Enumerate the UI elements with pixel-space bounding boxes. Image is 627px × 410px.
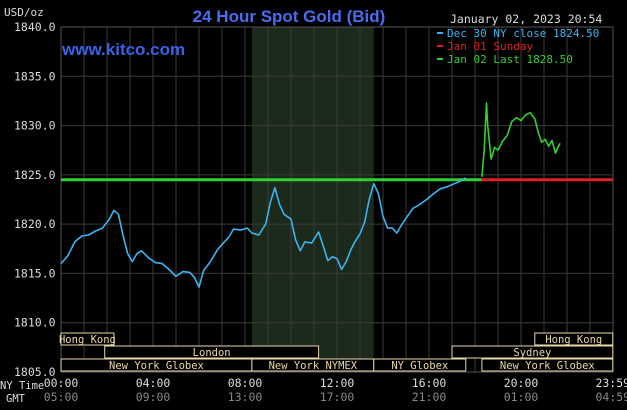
chart-title: 24 Hour Spot Gold (Bid)	[193, 7, 386, 26]
x-axis-ticks: 00:00 04:00 08:00 12:00 16:00 20:00 23:59 05:00…	[44, 376, 627, 404]
x-tick-label-ny: 23:59	[595, 376, 627, 390]
session-label: Hong Kong	[545, 334, 602, 346]
y-tick-label: 1810.0	[14, 316, 56, 330]
session-box	[104, 345, 320, 359]
y-tick-label: 1835.0	[14, 69, 56, 83]
y-tick-label: 1830.0	[14, 119, 56, 133]
x-tick-label-gmt: 04:59	[595, 390, 627, 404]
session-box	[60, 332, 115, 346]
x-tick-label-ny: 20:00	[504, 376, 539, 390]
legend-item: Dec 30 NY close 1824.50	[447, 27, 599, 40]
x-tick-label-gmt: 13:00	[228, 390, 263, 404]
session-box	[451, 345, 614, 359]
gmt-label: GMT	[6, 393, 26, 405]
session-label: London	[193, 347, 231, 359]
y-tick-label: 1825.0	[14, 168, 56, 182]
legend-item: Jan 01 Sunday	[447, 40, 533, 53]
nymex-session-shade	[251, 27, 374, 372]
x-tick-label-gmt: 01:00	[504, 390, 539, 404]
x-tick-label-gmt: 17:00	[320, 390, 355, 404]
series-line	[60, 177, 467, 288]
series-line	[481, 102, 561, 177]
plot-border	[60, 26, 614, 373]
session-label: NY Globex	[391, 360, 448, 372]
x-tick-label-gmt: 21:00	[412, 390, 447, 404]
session-label: New York Globex	[109, 360, 204, 372]
timestamp: January 02, 2023 20:54	[450, 12, 602, 26]
legend-item: Jan 02 Last 1828.50	[447, 53, 573, 66]
x-tick-label-gmt: 09:00	[136, 390, 171, 404]
y-tick-label: 1820.0	[14, 217, 56, 231]
x-tick-label-ny: 00:00	[44, 376, 79, 390]
y-tick-label: 1805.0	[14, 365, 56, 379]
x-tick-label-ny: 16:00	[412, 376, 447, 390]
session-label: New York NYMEX	[269, 360, 358, 372]
session-box	[373, 358, 467, 372]
session-label: Hong Kong	[59, 334, 116, 346]
session-box	[481, 358, 614, 372]
session-box	[534, 332, 614, 346]
session-label: New York Globex	[500, 360, 595, 372]
x-tick-label-gmt: 05:00	[44, 390, 79, 404]
y-tick-label: 1840.0	[14, 20, 56, 34]
x-tick-label-ny: 12:00	[320, 376, 355, 390]
x-tick-label-ny: 04:00	[136, 376, 171, 390]
ny-time-label: NY Time	[0, 380, 44, 392]
y-tick-label: 1815.0	[14, 266, 56, 280]
y-axis-unit-label: USD/oz	[4, 6, 44, 19]
session-label: Sydney	[513, 347, 551, 359]
x-tick-label-ny: 08:00	[228, 376, 263, 390]
watermark: www.kitco.com	[61, 40, 185, 59]
y-axis-ticks: 1840.0 1835.0 1830.0 1825.0 1820.0 1815.0 1810…	[14, 20, 56, 379]
